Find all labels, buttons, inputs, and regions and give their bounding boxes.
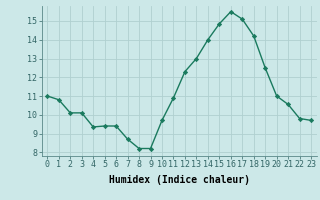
X-axis label: Humidex (Indice chaleur): Humidex (Indice chaleur) — [109, 175, 250, 185]
